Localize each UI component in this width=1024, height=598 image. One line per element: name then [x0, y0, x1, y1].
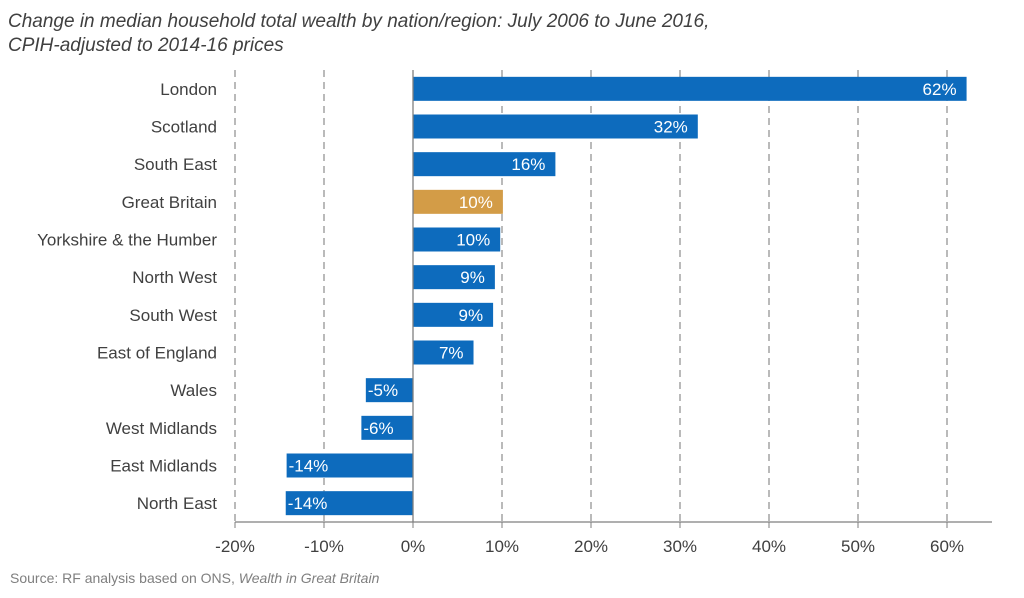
x-tick-label-3: 10%	[485, 537, 519, 556]
bar-5	[413, 265, 495, 290]
bar-7	[413, 340, 474, 365]
data-label-7: 7%	[439, 344, 464, 363]
category-label-6: South West	[129, 306, 217, 325]
data-label-5: 9%	[460, 268, 485, 287]
category-label-4: Yorkshire & the Humber	[37, 231, 217, 250]
data-label-1: 32%	[654, 118, 688, 137]
category-label-5: North West	[132, 268, 217, 287]
data-label-9: -6%	[363, 419, 393, 438]
data-label-0: 62%	[923, 80, 957, 99]
category-label-2: South East	[134, 155, 217, 174]
category-label-7: East of England	[97, 344, 217, 363]
x-tick-label-7: 50%	[841, 537, 875, 556]
bar-10	[286, 453, 413, 478]
x-tick-label-0: -20%	[215, 537, 255, 556]
source-note: Source: RF analysis based on ONS, Wealth…	[10, 570, 379, 586]
source-prefix: Source: RF analysis based on ONS,	[10, 570, 239, 586]
chart-title: Change in median household total wealth …	[8, 10, 1008, 58]
bar-1	[413, 114, 698, 139]
chart-title-line-1: Change in median household total wealth …	[8, 11, 710, 32]
bar-2	[413, 152, 556, 177]
x-tick-label-6: 40%	[752, 537, 786, 556]
x-tick-label-5: 30%	[663, 537, 697, 556]
chart-title-line-2: CPIH-adjusted to 2014-16 prices	[8, 35, 284, 56]
bar-6	[413, 302, 494, 327]
category-label-8: Wales	[170, 381, 217, 400]
x-tick-label-1: -10%	[304, 537, 344, 556]
source-publication: Wealth in Great Britain	[238, 570, 380, 586]
data-label-2: 16%	[511, 155, 545, 174]
data-label-11: -14%	[288, 494, 328, 513]
x-tick-label-2: 0%	[401, 537, 426, 556]
category-label-11: North East	[137, 494, 218, 513]
bar-3	[413, 189, 503, 214]
category-label-10: East Midlands	[110, 457, 217, 476]
data-label-6: 9%	[459, 306, 484, 325]
x-tick-label-4: 20%	[574, 537, 608, 556]
category-label-3: Great Britain	[122, 193, 217, 212]
bar-9	[361, 415, 413, 440]
category-label-1: Scotland	[151, 118, 217, 137]
x-tick-label-8: 60%	[930, 537, 964, 556]
data-label-3: 10%	[459, 193, 493, 212]
data-label-8: -5%	[368, 381, 398, 400]
data-label-10: -14%	[289, 457, 329, 476]
category-label-9: West Midlands	[106, 419, 217, 438]
bar-4	[413, 227, 501, 252]
bar-0	[413, 76, 967, 101]
bar-11	[285, 491, 413, 516]
bar-8	[365, 378, 413, 403]
data-label-4: 10%	[456, 231, 490, 250]
category-label-0: London	[160, 80, 217, 99]
